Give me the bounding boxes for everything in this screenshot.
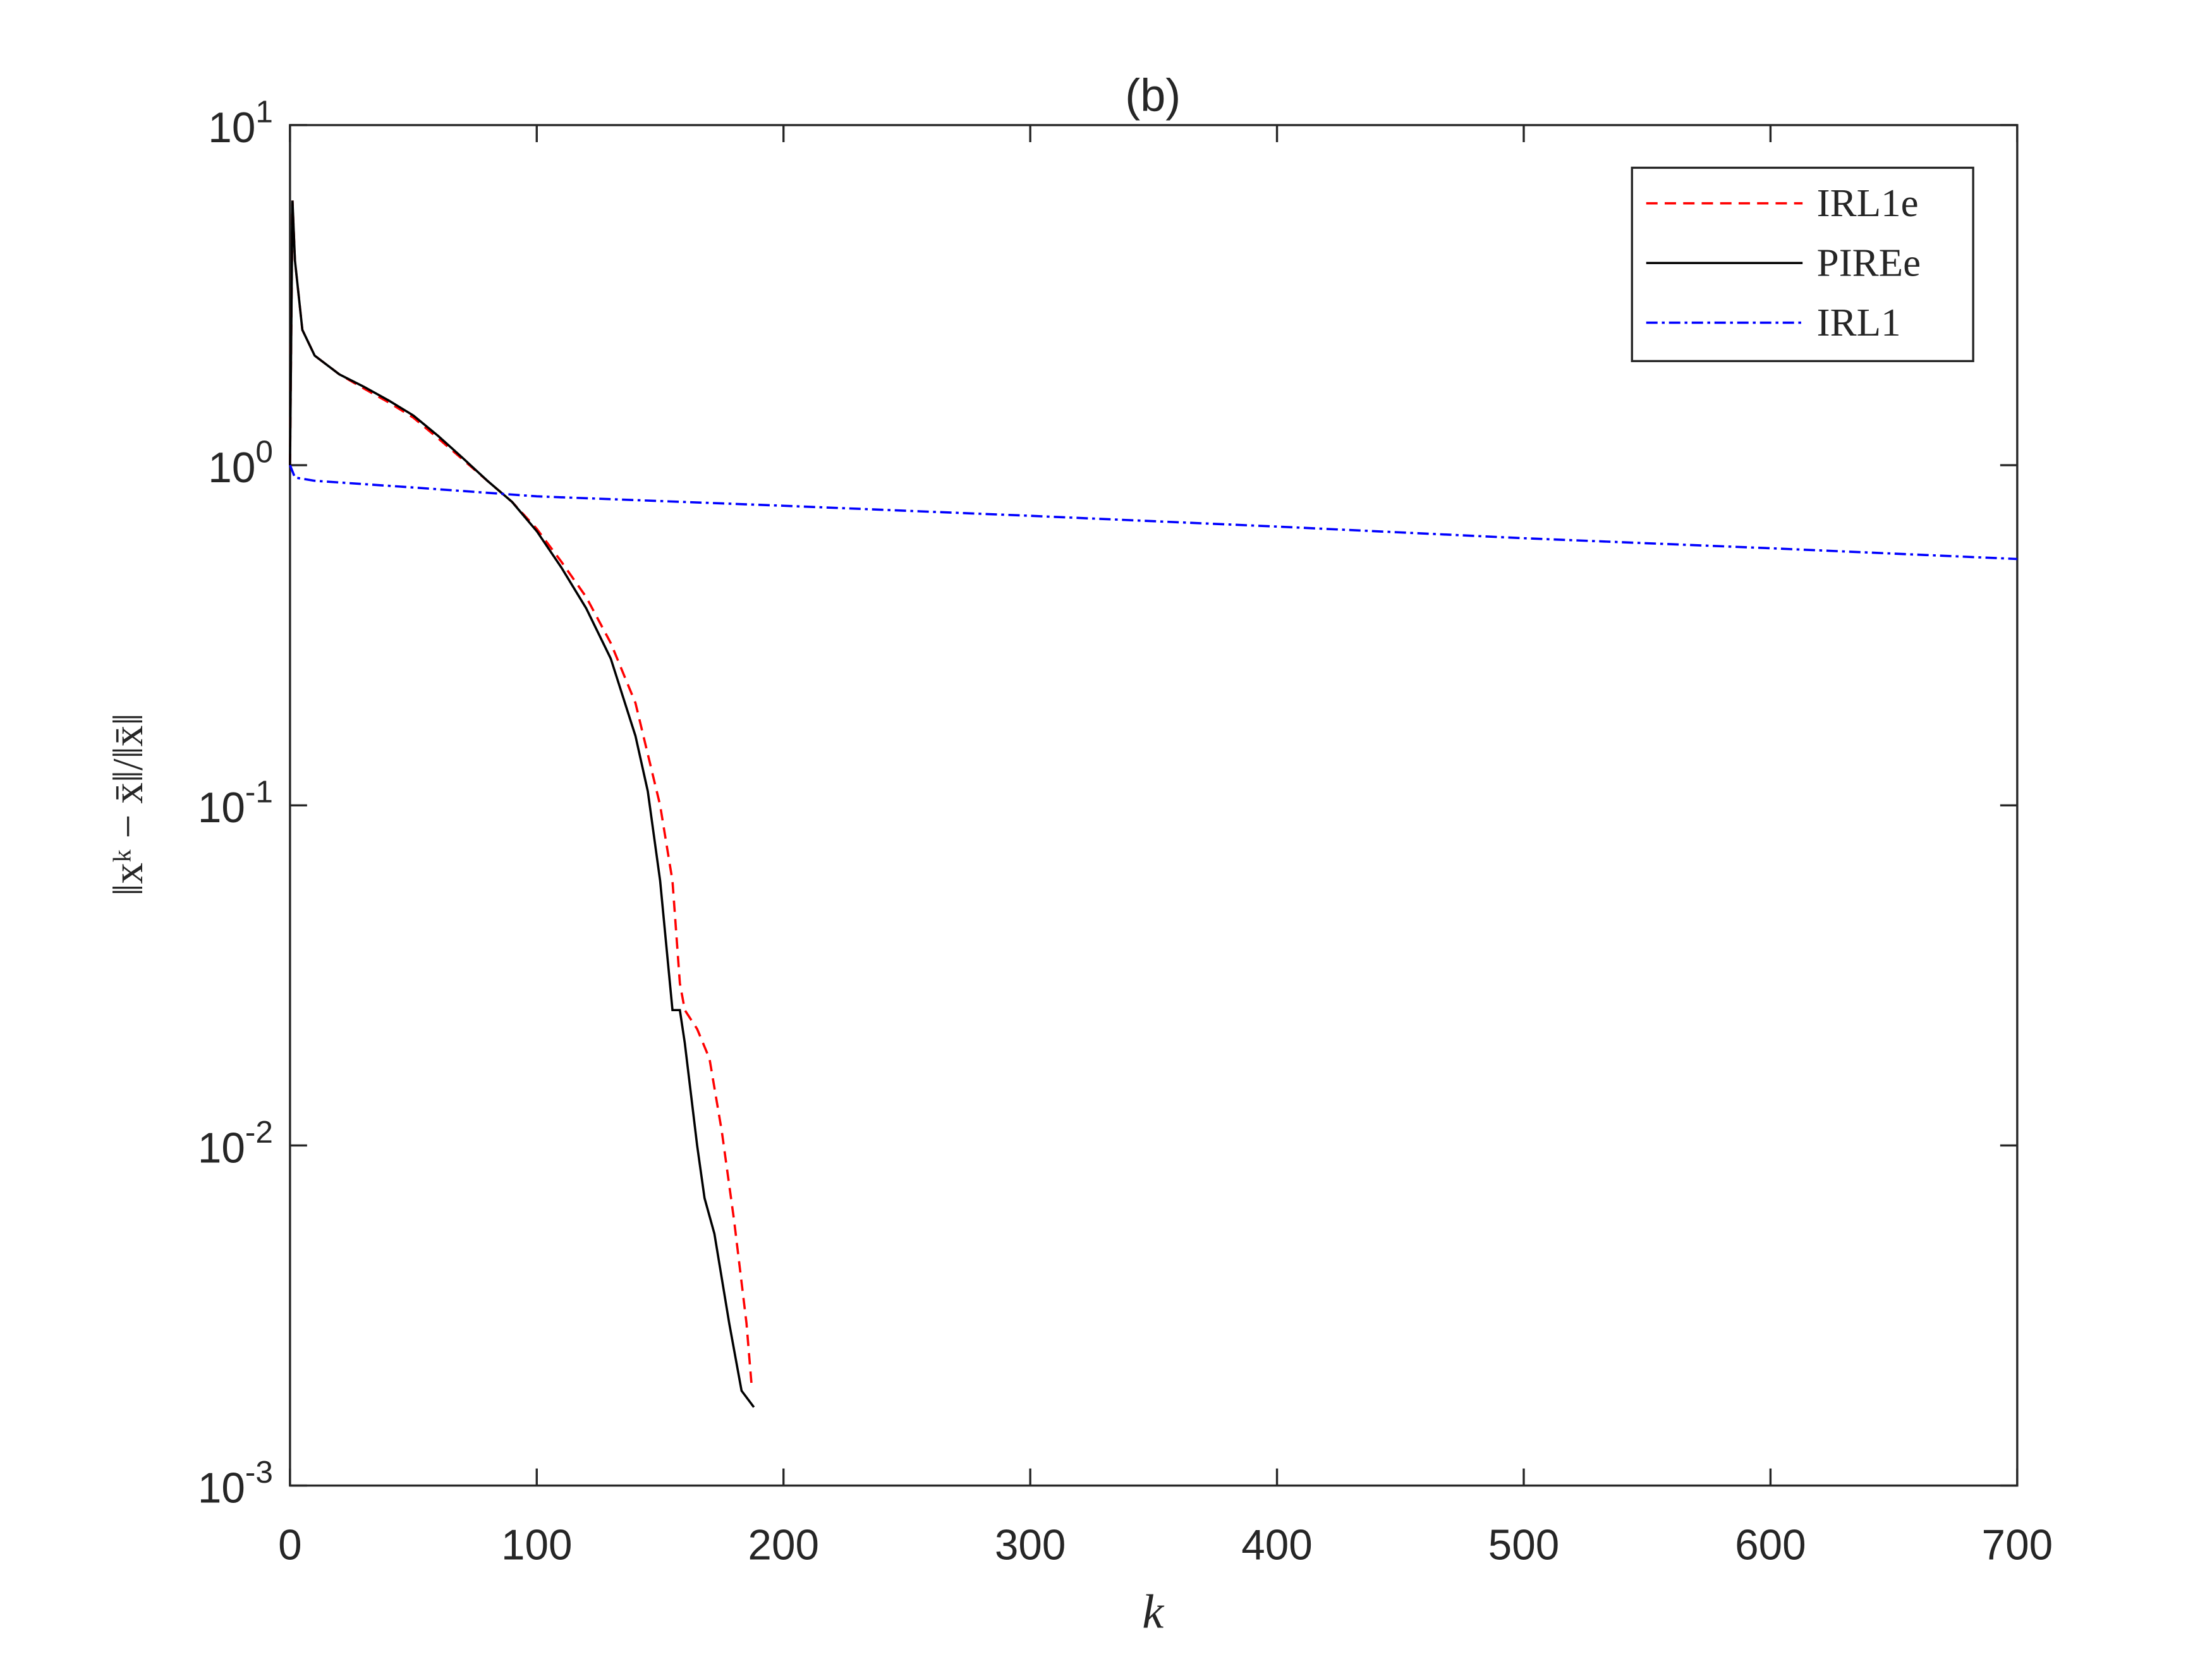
x-tick-label: 600: [1735, 1522, 1806, 1569]
y-tick-label: 10-1: [198, 775, 273, 832]
x-tick-label: 700: [1982, 1522, 2053, 1569]
y-axis-label: ‖xᵏ − x̄‖/‖x̄‖: [104, 714, 152, 896]
legend-box: [1631, 166, 1974, 363]
legend-label: IRL1: [1817, 300, 1901, 344]
series-line: [289, 465, 2017, 561]
x-tick-label: 200: [748, 1522, 819, 1569]
x-tick-label: 400: [1241, 1522, 1313, 1569]
legend-label: IRL1e: [1817, 181, 1919, 225]
series-line: [289, 200, 755, 1408]
x-tick-label: 500: [1488, 1522, 1560, 1569]
y-tick-label: 100: [208, 435, 273, 492]
chart-title: (b): [1125, 70, 1181, 121]
y-tick-label: 10-2: [198, 1115, 273, 1172]
legend-label: PIREe: [1817, 240, 1921, 284]
series-line: [289, 200, 753, 1383]
x-axis-label: k: [1142, 1585, 1165, 1639]
x-tick-label: 0: [278, 1522, 302, 1569]
y-tick-label: 10-3: [198, 1455, 273, 1512]
x-tick-label: 100: [501, 1522, 573, 1569]
x-tick-label: 300: [995, 1522, 1066, 1569]
y-tick-label: 101: [208, 94, 273, 151]
